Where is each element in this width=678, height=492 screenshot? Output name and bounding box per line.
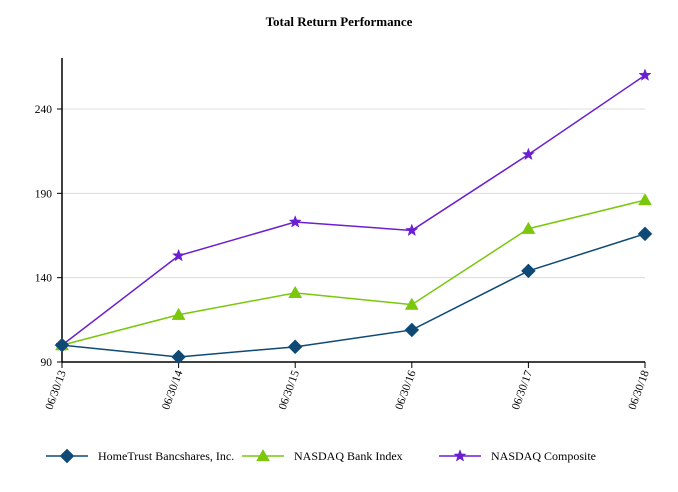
- series-line: [61, 233, 646, 358]
- data-point: [521, 147, 535, 161]
- y-tick-label: 140: [35, 273, 53, 285]
- legend-swatch: [242, 448, 284, 462]
- y-tick-label: 190: [35, 188, 53, 200]
- x-tick-label: 06/30/14: [160, 369, 185, 412]
- data-point: [172, 248, 186, 262]
- data-point: [287, 339, 303, 355]
- x-axis: 06/30/13 06/30/14 06/30/15 06/30/16 06/30/17…: [44, 361, 652, 412]
- x-tick-label: 06/30/17: [510, 369, 535, 412]
- gridlines: [62, 108, 645, 279]
- x-tick-label: 06/30/16: [393, 369, 418, 412]
- x-tick-label: 06/30/15: [277, 369, 302, 412]
- data-point: [638, 193, 652, 206]
- legend-label: NASDAQ Bank Index: [294, 448, 403, 463]
- data-point: [405, 223, 419, 237]
- legend-item: HomeTrust Bancshares, Inc.: [44, 446, 234, 466]
- series-line: [61, 199, 646, 346]
- data-point: [404, 322, 420, 338]
- y-tick-label: 240: [35, 104, 53, 116]
- y-tick-label: 90: [41, 357, 53, 369]
- data-point: [521, 221, 536, 234]
- legend-label: HomeTrust Bancshares, Inc.: [98, 448, 235, 463]
- legend-item: NASDAQ Bank Index: [240, 446, 403, 466]
- data-point: [521, 263, 536, 279]
- data-point: [404, 297, 419, 310]
- legend-swatch: [46, 448, 88, 464]
- legend-marker: [256, 448, 270, 462]
- data-point: [171, 307, 186, 320]
- legend-label: NASDAQ Composite: [491, 448, 597, 463]
- data-point: [288, 285, 303, 298]
- legend-marker: [453, 449, 467, 462]
- data-point: [638, 68, 652, 81]
- series-lines: [61, 74, 646, 358]
- legend-marker: [59, 448, 75, 464]
- x-tick-label: 06/30/18: [627, 369, 652, 412]
- legend-item: NASDAQ Composite: [437, 446, 596, 466]
- chart-title: Total Return Performance: [265, 14, 413, 29]
- series-markers: [54, 68, 653, 365]
- data-point: [288, 215, 302, 228]
- data-point: [54, 337, 70, 353]
- x-tick-label: 06/30/13: [44, 369, 69, 412]
- data-point: [637, 226, 653, 242]
- legend-swatch: [439, 449, 481, 462]
- series-line: [61, 74, 646, 346]
- y-axis: 90 140 190 240: [35, 58, 63, 369]
- data-point: [171, 349, 186, 365]
